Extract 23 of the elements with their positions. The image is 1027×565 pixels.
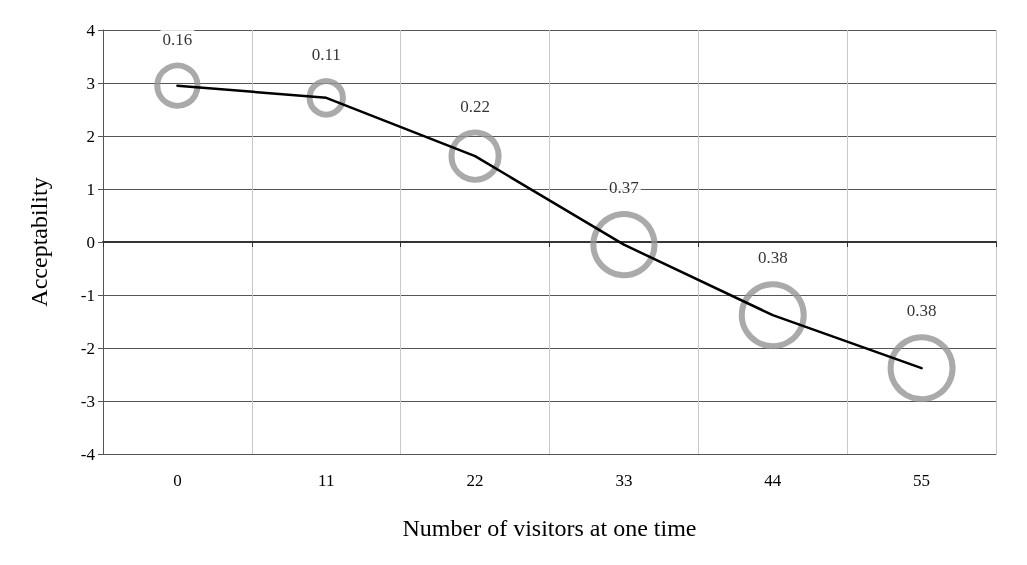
y-tick-label: -1	[80, 285, 95, 305]
data-label: 0.38	[906, 301, 937, 321]
x-axis-title: Number of visitors at one time	[402, 515, 697, 541]
x-tick-label: 22	[466, 471, 484, 490]
y-tick-label: 1	[86, 179, 95, 199]
data-label: 0.37	[609, 178, 640, 198]
data-label: 0.11	[311, 45, 341, 65]
y-tick-label: -2	[80, 338, 95, 358]
x-tick-label: 0	[173, 471, 182, 490]
y-tick-label: 0	[86, 232, 95, 252]
data-label: 0.16	[162, 29, 193, 49]
data-label: 0.22	[460, 96, 490, 116]
y-tick-label: -4	[80, 444, 96, 464]
y-tick-label: 3	[86, 73, 95, 93]
data-label: 0.38	[757, 248, 788, 268]
x-tick-label: 55	[913, 471, 931, 490]
x-tick-label: 11	[318, 471, 335, 490]
x-tick-label: 33	[615, 471, 633, 490]
y-tick-label: -3	[80, 391, 95, 411]
y-axis-title: Acceptability	[26, 177, 52, 307]
y-tick-label: 2	[86, 126, 95, 146]
y-tick-label: 4	[86, 20, 96, 40]
x-tick-label: 44	[764, 471, 782, 490]
